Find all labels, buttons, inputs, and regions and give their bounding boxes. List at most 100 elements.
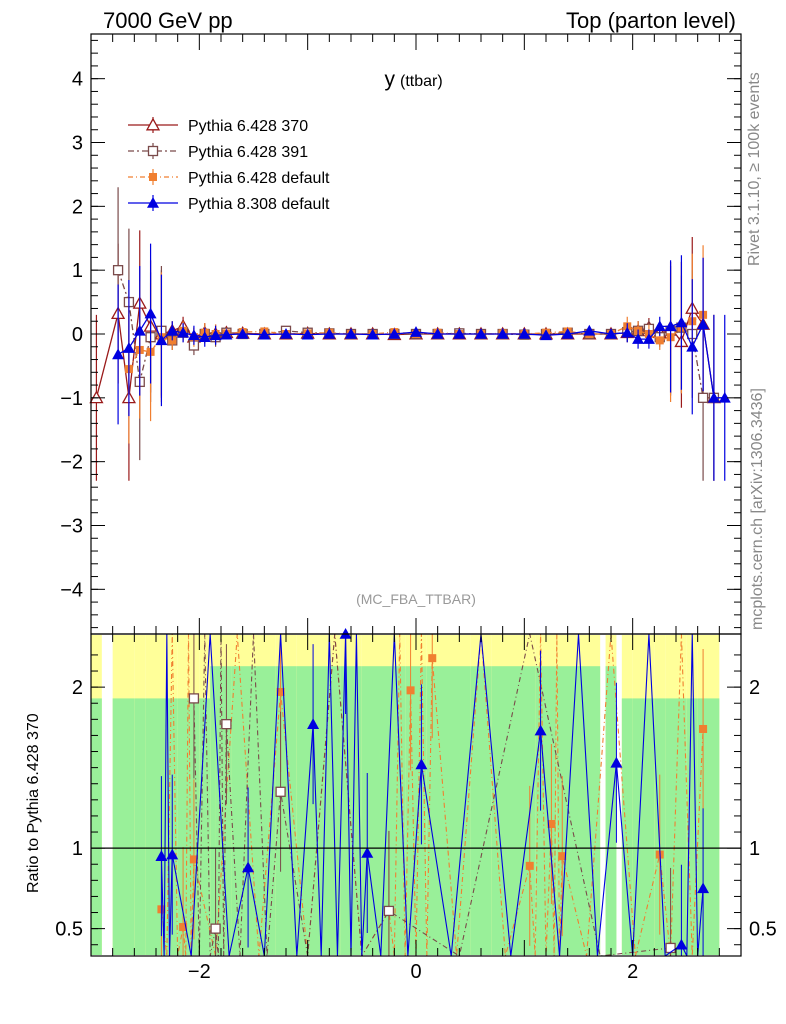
ratio-data-point bbox=[155, 850, 168, 861]
data-point bbox=[496, 328, 509, 339]
data-point bbox=[697, 318, 710, 330]
ratio-data-point bbox=[210, 923, 221, 934]
ratio-data-point bbox=[179, 923, 188, 932]
ratio-data-point bbox=[558, 852, 567, 861]
data-point bbox=[718, 391, 731, 403]
legend-label: Pythia 6.428 370 bbox=[188, 118, 308, 135]
legend-marker bbox=[147, 145, 159, 157]
data-point bbox=[583, 324, 596, 336]
legend-label: Pythia 6.428 default bbox=[188, 170, 330, 187]
header-left: 7000 GeV pp bbox=[103, 8, 233, 33]
data-point bbox=[280, 328, 292, 339]
watermark: (MC_FBA_TTBAR) bbox=[356, 591, 476, 607]
ratio-data-point bbox=[242, 861, 255, 873]
ratio-data-point bbox=[275, 786, 286, 797]
data-point bbox=[664, 320, 677, 332]
ratio-band-inner bbox=[643, 698, 655, 955]
data-point bbox=[198, 331, 211, 342]
ratio-ylabel: Ratio to Pythia 6.428 370 bbox=[25, 713, 42, 893]
data-point bbox=[632, 333, 645, 344]
data-point bbox=[475, 328, 487, 339]
y-tick-label: −2 bbox=[60, 452, 83, 474]
x-tick-label: 2 bbox=[627, 961, 638, 983]
ratio-y-tick-label-right: 1 bbox=[749, 838, 760, 860]
data-point bbox=[122, 342, 135, 353]
data-point bbox=[707, 391, 720, 403]
data-point bbox=[540, 329, 552, 341]
y-tick-label: −4 bbox=[60, 579, 83, 601]
ratio-band-inner bbox=[605, 666, 617, 955]
data-point bbox=[605, 328, 617, 339]
data-point bbox=[166, 324, 179, 336]
ratio-band-inner bbox=[491, 666, 514, 955]
data-point bbox=[653, 320, 666, 332]
legend-marker bbox=[145, 117, 161, 131]
main-title: y bbox=[385, 68, 396, 91]
y-tick-label: 3 bbox=[72, 133, 83, 155]
ratio-y-tick-label: 1 bbox=[72, 838, 83, 860]
ratio-data-point bbox=[428, 654, 437, 663]
ratio-band-inner bbox=[275, 666, 297, 955]
y-tick-label: 4 bbox=[72, 69, 83, 91]
y-tick-label: 1 bbox=[72, 260, 83, 282]
ratio-band-inner bbox=[686, 698, 698, 955]
y-tick-label: 2 bbox=[72, 196, 83, 218]
ratio-band-inner bbox=[340, 666, 362, 955]
data-point bbox=[675, 316, 688, 328]
data-point bbox=[187, 329, 200, 341]
ratio-data-point bbox=[547, 819, 556, 828]
data-point bbox=[155, 334, 168, 346]
ratio-y-tick-label: 2 bbox=[72, 677, 83, 699]
ratio-data-point bbox=[665, 942, 676, 954]
data-point bbox=[220, 328, 233, 340]
ratio-band-inner bbox=[253, 666, 276, 955]
axes-layer: −4 −3 −2 −1 0 1 2 3 4 0.5 0.5 1 1 2 2 −2 0 2 bbox=[55, 34, 777, 983]
data-point bbox=[112, 348, 125, 360]
data-point bbox=[301, 328, 314, 340]
y-tick-label: −3 bbox=[60, 515, 83, 537]
legend: Pythia 6.428 370 Pythia 6.428 391 Pythia 6… bbox=[128, 117, 330, 213]
ratio-band-inner bbox=[231, 666, 254, 955]
main-plot-layer bbox=[89, 187, 731, 481]
ratio-band-inner bbox=[676, 698, 687, 955]
ratio-data-point bbox=[383, 905, 395, 917]
legend-marker bbox=[149, 173, 157, 181]
data-point bbox=[258, 328, 271, 340]
ratio-band-inner bbox=[145, 698, 156, 955]
ratio-data-point bbox=[610, 756, 623, 768]
ratio-band-inner bbox=[708, 698, 720, 955]
ratio-band-inner bbox=[621, 698, 633, 955]
ratio-data-point bbox=[406, 686, 415, 695]
ratio-data-point bbox=[699, 724, 708, 733]
ratio-data-point bbox=[697, 882, 710, 894]
ratio-data-point bbox=[534, 724, 547, 736]
data-point bbox=[561, 328, 574, 339]
legend-marker bbox=[147, 197, 159, 208]
ratio-y-tick-label: 0.5 bbox=[55, 919, 83, 941]
ratio-band-inner bbox=[470, 666, 492, 955]
y-tick-label: 0 bbox=[72, 324, 83, 346]
data-point bbox=[642, 333, 655, 344]
ratio-data-point bbox=[361, 846, 374, 858]
ratio-y-tick-label-right: 2 bbox=[749, 677, 760, 699]
data-point bbox=[655, 336, 664, 345]
data-point bbox=[366, 328, 379, 340]
ratio-data-point bbox=[189, 855, 198, 864]
data-point bbox=[209, 329, 222, 341]
data-point bbox=[112, 265, 124, 276]
data-point bbox=[236, 328, 249, 339]
ratio-band-inner bbox=[632, 698, 644, 955]
ratio-band-inner bbox=[426, 666, 449, 955]
main-title-sub: (ttbar) bbox=[400, 73, 443, 90]
data-point bbox=[453, 328, 466, 339]
ratio-data-point bbox=[276, 687, 285, 696]
ratio-series-line bbox=[160, 634, 704, 956]
ratio-y-tick-label-right: 0.5 bbox=[749, 919, 777, 941]
ratio-band-inner bbox=[361, 666, 384, 955]
ratio-band-inner bbox=[177, 698, 189, 955]
ratio-band-inner bbox=[665, 698, 676, 955]
ratio-data-point bbox=[415, 758, 428, 770]
y-tick-label: −1 bbox=[60, 388, 83, 410]
ratio-series-line bbox=[193, 634, 671, 956]
